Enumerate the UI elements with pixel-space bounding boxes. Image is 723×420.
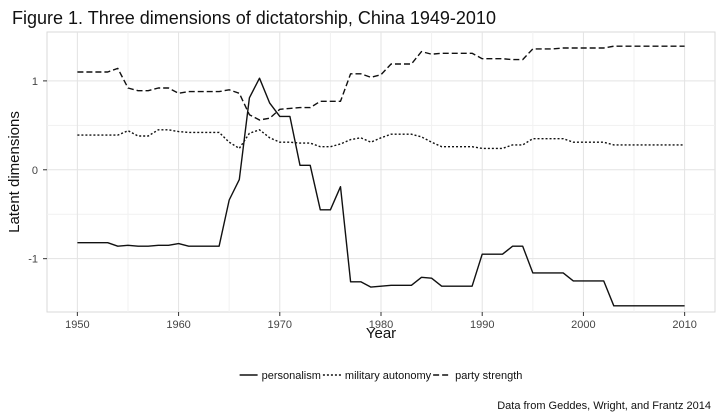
x-axis-label: Year bbox=[366, 325, 396, 342]
y-axis-label: Latent dimensions bbox=[6, 111, 23, 233]
x-tick-label: 1960 bbox=[166, 319, 190, 331]
x-tick-label: 2010 bbox=[672, 319, 696, 331]
series-line-personalism bbox=[77, 77, 685, 307]
legend: personalism military autonomy party streng… bbox=[239, 370, 522, 382]
caption: Data from Geddes, Wright, and Frantz 201… bbox=[497, 400, 711, 412]
legend-label: party strength bbox=[455, 370, 522, 382]
axis-ticks: 1950 1960 1970 1980 1990 2000 2010 1 0 -1 bbox=[28, 76, 697, 331]
x-tick-label: 1990 bbox=[470, 319, 494, 331]
x-tick-label: 1980 bbox=[369, 319, 393, 331]
series-line-party-strength bbox=[77, 45, 685, 121]
grid-lines bbox=[47, 32, 715, 312]
chart-title: Figure 1. Three dimensions of dictatorsh… bbox=[12, 8, 496, 28]
x-tick-label: 2000 bbox=[571, 319, 595, 331]
y-tick-label: 0 bbox=[32, 165, 38, 177]
y-tick-label: -1 bbox=[28, 254, 38, 266]
legend-label: personalism bbox=[262, 370, 321, 382]
legend-label: military autonomy bbox=[345, 370, 432, 382]
series-lines bbox=[77, 45, 685, 307]
x-tick-label: 1950 bbox=[65, 319, 89, 331]
x-tick-label: 1970 bbox=[268, 319, 292, 331]
series-line-military-autonomy bbox=[77, 129, 685, 150]
y-tick-label: 1 bbox=[32, 76, 38, 88]
